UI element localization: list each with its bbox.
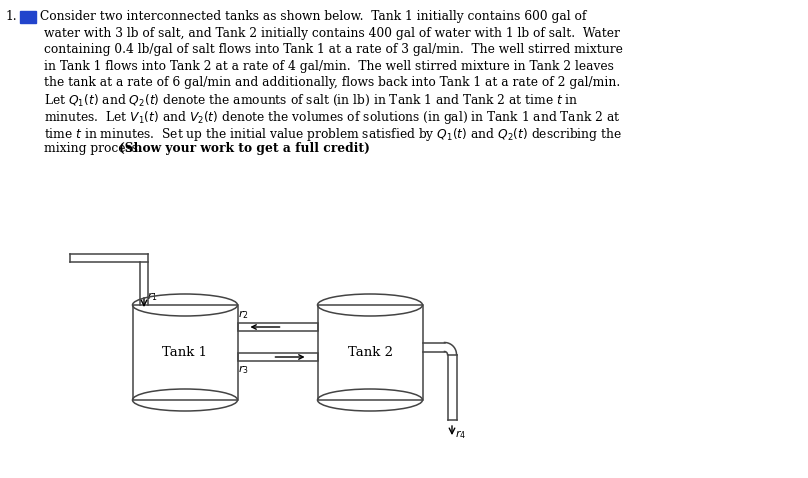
Text: Consider two interconnected tanks as shown below.  Tank 1 initially contains 600: Consider two interconnected tanks as sho…	[40, 10, 587, 23]
Text: containing 0.4 lb/gal of salt flows into Tank 1 at a rate of 3 gal/min.  The wel: containing 0.4 lb/gal of salt flows into…	[44, 43, 623, 56]
Text: Let $Q_1(t)$ and $Q_2(t)$ denote the amounts of salt (in lb) in Tank 1 and Tank : Let $Q_1(t)$ and $Q_2(t)$ denote the amo…	[44, 93, 579, 108]
Text: Tank 1: Tank 1	[162, 346, 208, 359]
Bar	[238, 323, 318, 331]
Text: minutes.  Let $V_1(t)$ and $V_2(t)$ denote the volumes of solutions (in gal) in : minutes. Let $V_1(t)$ and $V_2(t)$ denot…	[44, 109, 621, 126]
Text: water with 3 lb of salt, and Tank 2 initially contains 400 gal of water with 1 l: water with 3 lb of salt, and Tank 2 init…	[44, 26, 620, 40]
Text: $r_4$: $r_4$	[455, 429, 466, 441]
Text: in Tank 1 flows into Tank 2 at a rate of 4 gal/min.  The well stirred mixture in: in Tank 1 flows into Tank 2 at a rate of…	[44, 59, 614, 73]
Text: time $t$ in minutes.  Set up the initial value problem satisfied by $Q_1(t)$ and: time $t$ in minutes. Set up the initial …	[44, 126, 622, 142]
Bar	[133, 305, 238, 400]
Text: mixing process.: mixing process.	[44, 142, 149, 155]
Text: $r_1$: $r_1$	[147, 291, 158, 304]
Text: $r_2$: $r_2$	[238, 308, 249, 321]
Text: the tank at a rate of 6 gal/min and additionally, flows back into Tank 1 at a ra: the tank at a rate of 6 gal/min and addi…	[44, 76, 621, 89]
Bar	[20, 11, 36, 23]
Bar	[238, 353, 318, 361]
Text: 1.: 1.	[6, 10, 18, 23]
Bar	[318, 305, 423, 400]
Text: Tank 2: Tank 2	[347, 346, 393, 359]
Text: $r_3$: $r_3$	[238, 363, 250, 376]
Text: (Show your work to get a full credit): (Show your work to get a full credit)	[119, 142, 370, 155]
